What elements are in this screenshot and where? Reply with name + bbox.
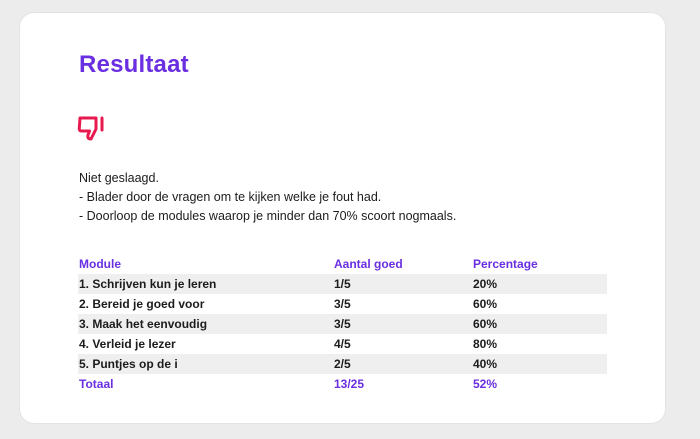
table-total-row: Totaal 13/25 52%: [78, 374, 607, 394]
table-row: 2. Bereid je goed voor 3/5 60%: [78, 294, 607, 314]
module-correct: 3/5: [333, 314, 472, 334]
column-header-module: Module: [79, 256, 121, 271]
module-name: 2. Bereid je goed voor: [79, 297, 205, 311]
table-header-row: Module Aantal goed Percentage: [78, 253, 607, 274]
table-row: 1. Schrijven kun je leren 1/5 20%: [78, 274, 607, 294]
module-name: 3. Maak het eenvoudig: [78, 314, 333, 334]
module-correct: 2/5: [333, 354, 472, 374]
total-percentage: 52%: [473, 377, 498, 391]
total-label: Totaal: [79, 377, 114, 391]
page-title: Resultaat: [79, 51, 189, 78]
module-name: 1. Schrijven kun je leren: [78, 274, 333, 294]
module-correct: 4/5: [334, 337, 351, 351]
table-row: 3. Maak het eenvoudig 3/5 60%: [78, 314, 607, 334]
thumbs-down-icon: [77, 116, 104, 141]
tip-text: - Doorloop de modules waarop je minder d…: [79, 209, 457, 223]
status-text: Niet geslaagd.: [79, 171, 159, 185]
module-percentage: 20%: [472, 274, 607, 294]
column-header-percentage: Percentage: [473, 256, 538, 271]
result-message: Niet geslaagd. - Blader door de vragen o…: [79, 169, 456, 226]
module-correct: 1/5: [333, 274, 472, 294]
module-name: 4. Verleid je lezer: [79, 337, 176, 351]
module-correct: 3/5: [334, 297, 351, 311]
module-percentage: 80%: [473, 337, 498, 351]
table-row: 5. Puntjes op de i 2/5 40%: [78, 354, 607, 374]
module-percentage: 40%: [472, 354, 607, 374]
module-name: 5. Puntjes op de i: [78, 354, 333, 374]
module-percentage: 60%: [472, 314, 607, 334]
module-percentage: 60%: [473, 297, 498, 311]
column-header-correct: Aantal goed: [334, 256, 403, 271]
results-table: Module Aantal goed Percentage 1. Schrijv…: [78, 253, 607, 394]
table-row: 4. Verleid je lezer 4/5 80%: [78, 334, 607, 354]
result-card: Resultaat Niet geslaagd. - Blader door d…: [20, 13, 665, 423]
total-correct: 13/25: [334, 377, 365, 391]
tip-text: - Blader door de vragen om te kijken wel…: [79, 190, 382, 204]
